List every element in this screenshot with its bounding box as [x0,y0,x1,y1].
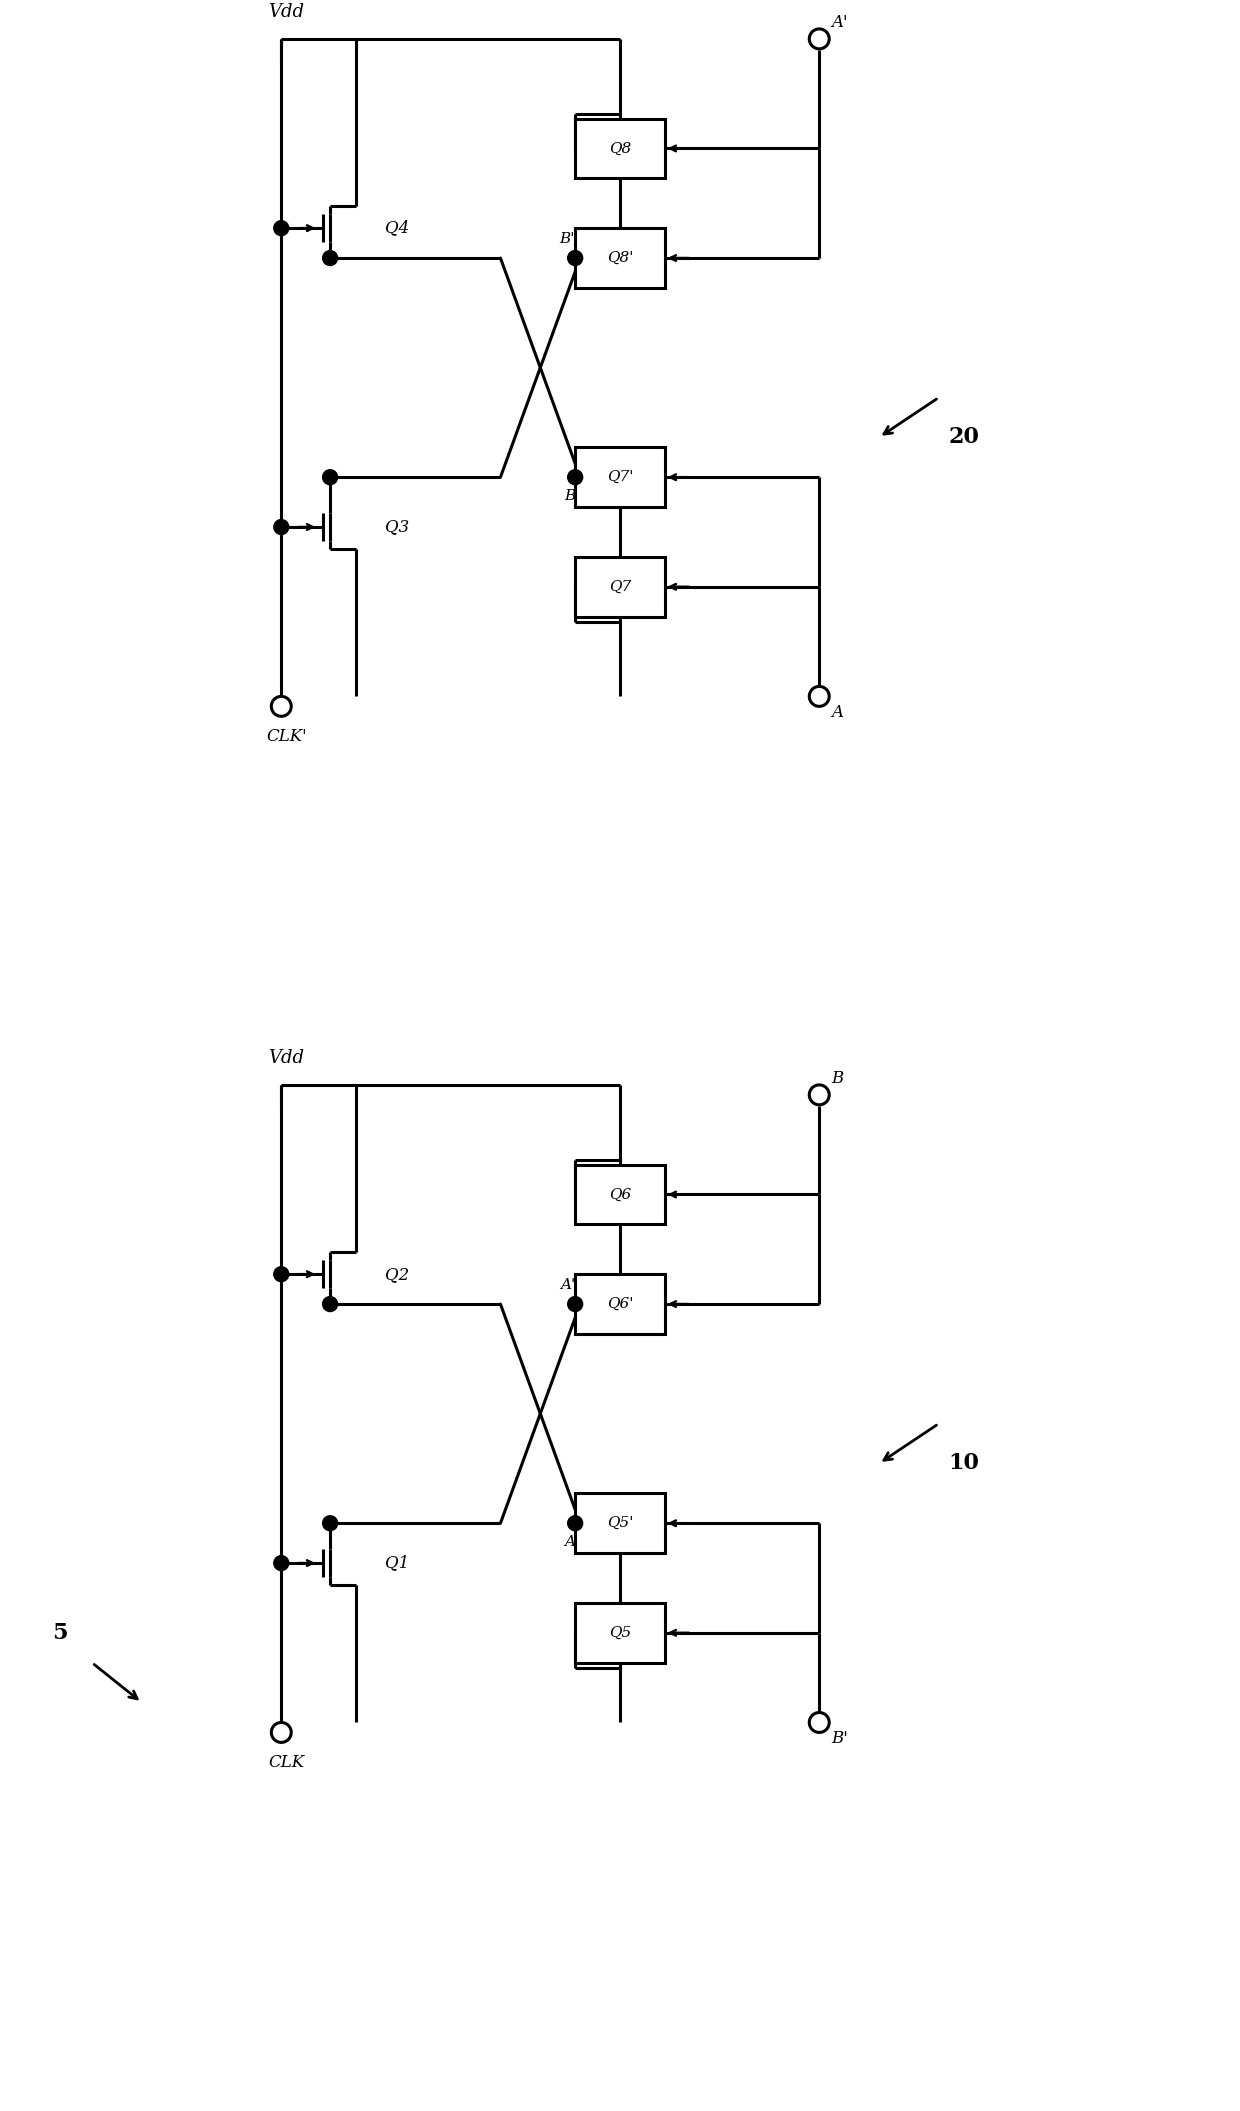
Text: Vdd: Vdd [268,2,304,21]
Text: Vdd: Vdd [268,1049,304,1066]
Bar [575,448,665,507]
Bar [575,118,665,177]
Bar [575,557,665,616]
Text: 10: 10 [949,1452,980,1473]
Circle shape [274,1267,289,1281]
Bar [575,1492,665,1554]
Text: Q2: Q2 [384,1267,409,1283]
Text: 5: 5 [52,1621,68,1644]
Text: Y: Y [588,490,598,502]
Circle shape [568,1296,583,1311]
Text: CLK: CLK [268,1754,304,1771]
Text: Q8': Q8' [606,251,634,266]
Text: X': X' [588,1277,603,1292]
Bar [575,228,665,287]
Circle shape [568,471,583,486]
Bar [575,1602,665,1663]
Circle shape [272,697,291,716]
Text: X: X [588,1535,599,1549]
Text: Q5: Q5 [609,1625,631,1640]
Text: Q6': Q6' [606,1296,634,1311]
Text: Q4: Q4 [384,220,409,236]
Circle shape [322,1516,337,1530]
Text: Q7': Q7' [606,471,634,483]
Circle shape [322,471,337,486]
Circle shape [274,519,289,534]
Text: Q5': Q5' [606,1516,634,1530]
Text: B': B' [559,232,575,247]
Circle shape [322,1296,337,1311]
Circle shape [274,222,289,236]
Text: Y': Y' [588,232,603,247]
Circle shape [810,1085,830,1104]
Text: CLK': CLK' [265,728,306,745]
Bar [575,1275,665,1334]
Text: Q6: Q6 [609,1188,631,1201]
Text: Q7: Q7 [609,581,631,593]
Circle shape [322,251,337,266]
Text: B: B [564,490,575,502]
Circle shape [810,1712,830,1733]
Circle shape [810,686,830,707]
Text: A: A [564,1535,575,1549]
Circle shape [272,1723,291,1742]
Text: B: B [831,1070,843,1087]
Text: Q1: Q1 [384,1554,409,1571]
Circle shape [568,1516,583,1530]
Circle shape [568,251,583,266]
Text: Q3: Q3 [384,519,409,536]
Text: B': B' [831,1731,848,1748]
Text: A': A' [560,1277,575,1292]
Text: 20: 20 [949,426,980,448]
Text: A: A [831,705,843,722]
Circle shape [274,1556,289,1571]
Text: A': A' [831,15,848,32]
Circle shape [810,30,830,49]
Bar [575,1165,665,1224]
Text: Q8: Q8 [609,141,631,156]
